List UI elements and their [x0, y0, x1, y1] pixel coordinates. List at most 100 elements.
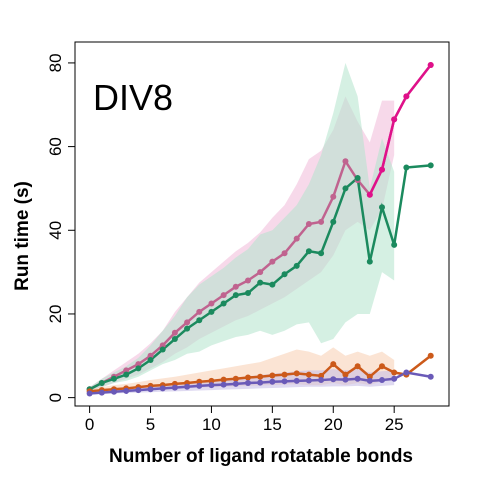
x-tick-label: 25 [385, 415, 404, 434]
point-series-1 [220, 300, 227, 307]
point-series-1 [281, 271, 288, 278]
point-series-2 [305, 371, 312, 378]
y-axis-ticks: 0 20 40 60 80 [46, 53, 75, 402]
point-series-1 [293, 262, 300, 269]
point-series-3 [354, 375, 361, 382]
point-series-0 [305, 221, 312, 227]
point-series-0 [196, 308, 203, 315]
point-series-3 [318, 377, 325, 384]
point-series-2 [391, 369, 398, 376]
point-series-1 [378, 204, 385, 211]
band-series-1 [89, 62, 395, 392]
x-axis-ticks: 0 5 10 15 20 25 [85, 406, 404, 434]
point-series-0 [184, 319, 191, 326]
point-series-1 [244, 290, 251, 297]
plot-frame [74, 41, 450, 407]
point-series-1 [366, 258, 373, 265]
point-series-0 [147, 352, 154, 359]
point-series-1 [110, 375, 117, 382]
line-series-1 [89, 164, 431, 391]
point-series-3 [110, 388, 117, 395]
point-series-2 [281, 371, 288, 378]
point-extra-0 [378, 166, 385, 173]
point-series-1 [330, 218, 337, 225]
line-series-2 [89, 354, 432, 393]
point-series-0 [318, 218, 325, 225]
line-series-3 [89, 371, 431, 395]
point-series-3 [269, 378, 276, 385]
point-series-2 [257, 373, 264, 380]
point-series-1 [427, 162, 434, 169]
point-series-3 [403, 369, 410, 376]
point-series-2 [427, 352, 434, 359]
point-series-1 [391, 241, 398, 248]
point-series-3 [281, 378, 288, 385]
x-tick-label: 15 [263, 415, 282, 434]
point-series-3 [330, 376, 337, 383]
point-series-3 [342, 376, 349, 383]
point-series-1 [305, 248, 312, 255]
point-series-0 [342, 158, 349, 165]
point-series-0 [269, 258, 276, 265]
point-series-3 [184, 383, 191, 390]
point-series-3 [135, 387, 142, 394]
point-series-2 [244, 374, 251, 381]
point-series-0 [208, 300, 215, 307]
y-tick-label: 20 [46, 304, 65, 323]
x-tick-label: 5 [146, 415, 155, 434]
point-series-0 [281, 250, 288, 257]
point-series-3 [171, 384, 178, 391]
series-points [86, 62, 434, 397]
point-series-3 [366, 377, 373, 384]
point-series-1 [208, 308, 215, 315]
point-series-3 [196, 382, 203, 389]
point-series-0 [135, 361, 142, 368]
point-extra-0 [366, 191, 373, 198]
point-series-1 [342, 185, 349, 192]
point-series-2 [378, 363, 385, 370]
point-series-1 [318, 250, 325, 257]
point-series-2 [269, 372, 276, 379]
point-series-1 [196, 317, 203, 324]
point-series-3 [147, 386, 154, 393]
point-series-3 [391, 375, 398, 382]
point-series-3 [378, 377, 385, 384]
point-series-1 [171, 336, 178, 343]
point-series-3 [257, 379, 264, 386]
y-tick-label: 0 [46, 393, 65, 402]
y-axis-title: Run time (s) [12, 181, 33, 291]
point-series-2 [354, 363, 361, 370]
point-series-1 [123, 371, 130, 378]
point-series-3 [305, 377, 312, 384]
point-extra-0 [403, 93, 410, 100]
point-series-1 [403, 164, 410, 171]
point-series-1 [159, 346, 166, 353]
point-series-2 [196, 378, 203, 385]
point-series-3 [123, 387, 130, 394]
point-series-3 [427, 373, 434, 380]
point-series-2 [208, 377, 215, 384]
point-series-1 [232, 292, 239, 299]
point-extra-0 [427, 62, 434, 69]
point-series-3 [232, 380, 239, 387]
point-series-1 [184, 325, 191, 332]
point-series-0 [159, 342, 166, 349]
line-series-0 [89, 64, 432, 391]
point-series-2 [318, 372, 325, 379]
point-series-2 [366, 373, 373, 380]
point-series-0 [257, 269, 264, 276]
point-series-3 [244, 379, 251, 386]
point-series-1 [147, 356, 154, 363]
point-series-0 [293, 235, 300, 242]
point-series-3 [293, 377, 300, 384]
point-series-0 [244, 277, 251, 284]
point-series-3 [98, 389, 105, 396]
point-series-1 [269, 281, 276, 288]
chart-title: DIV8 [93, 77, 173, 118]
x-tick-label: 10 [202, 415, 221, 434]
point-series-0 [123, 367, 130, 374]
point-series-3 [220, 381, 227, 388]
x-tick-label: 20 [324, 415, 343, 434]
point-series-0 [232, 283, 239, 290]
